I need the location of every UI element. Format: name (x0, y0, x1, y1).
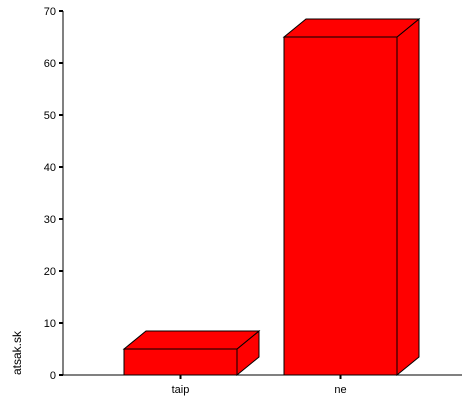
y-axis-label: atsak.sk (10, 330, 24, 375)
y-tick-label: 20 (44, 266, 56, 278)
y-tick-label: 60 (44, 58, 56, 70)
y-tick-label: 40 (44, 162, 56, 174)
x-tick-label-taip: taip (172, 384, 190, 396)
y-ticks-group: 0 10 20 30 40 50 60 70 (44, 6, 63, 382)
bar-top-taip (122, 330, 261, 350)
x-tick-label-ne: ne (334, 384, 346, 396)
axes-group (62, 11, 462, 376)
bar-top-ne (282, 18, 421, 38)
y-tick-label: 10 (44, 318, 56, 330)
x-ticks-group: taip ne (172, 375, 347, 396)
bars-group (122, 17, 421, 377)
bar-ne (283, 36, 398, 376)
y-tick-label: 0 (50, 370, 56, 382)
bar-taip (123, 348, 238, 376)
bar-side-ne (396, 17, 420, 377)
y-tick-label: 70 (44, 6, 56, 18)
y-tick-label: 50 (44, 110, 56, 122)
y-tick-label: 30 (44, 214, 56, 226)
